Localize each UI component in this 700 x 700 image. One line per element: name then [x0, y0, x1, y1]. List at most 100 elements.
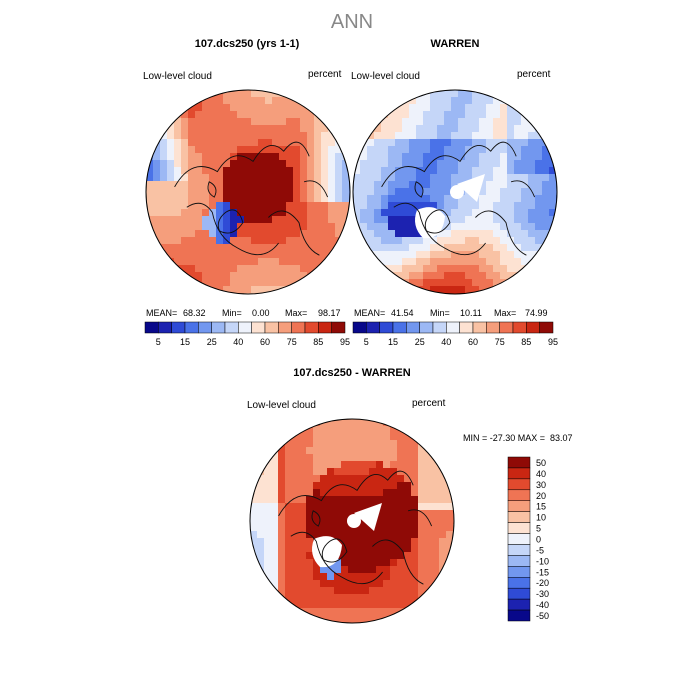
- map-cell: [334, 573, 342, 581]
- map-cell: [390, 538, 398, 546]
- map-cell: [369, 454, 377, 462]
- map-cell: [341, 566, 349, 574]
- map-cell: [293, 153, 301, 161]
- map-cell: [341, 580, 349, 588]
- map-cell: [439, 475, 447, 483]
- map-cell: [328, 216, 336, 224]
- map-cell: [299, 440, 307, 448]
- map-cell: [404, 482, 412, 490]
- map-cell: [402, 125, 410, 133]
- panel1-colorbar-swatch: [158, 321, 172, 334]
- map-cell: [397, 503, 405, 511]
- map-cell: [374, 223, 382, 231]
- map-cell: [418, 468, 426, 476]
- map-cell: [293, 118, 301, 126]
- map-cell: [369, 440, 377, 448]
- map-cell: [167, 181, 175, 189]
- map-cell: [264, 461, 272, 469]
- map-cell: [390, 433, 398, 441]
- map-cell: [321, 244, 329, 252]
- map-cell: [430, 125, 438, 133]
- map-cell: [383, 510, 391, 518]
- map-cell: [383, 440, 391, 448]
- panel2-colorbar-tick: 40: [441, 337, 451, 347]
- map-cell: [265, 251, 273, 259]
- map-cell: [341, 419, 349, 427]
- map-cell: [230, 293, 238, 294]
- map-cell: [272, 223, 280, 231]
- map-cell: [307, 104, 315, 112]
- map-cell: [437, 97, 445, 105]
- map-cell: [367, 251, 375, 259]
- map-cell: [209, 265, 217, 273]
- map-cell: [195, 97, 203, 105]
- map-cell: [479, 251, 487, 259]
- map-cell: [278, 468, 286, 476]
- map-cell: [223, 265, 231, 273]
- map-cell: [388, 223, 396, 231]
- map-cell: [286, 139, 294, 147]
- coastline: [393, 202, 486, 256]
- map-cell: [402, 251, 410, 259]
- map-cell: [409, 139, 417, 147]
- map-cell: [486, 111, 494, 119]
- map-cell: [542, 188, 550, 196]
- map-cell: [411, 601, 419, 609]
- map-cell: [381, 125, 389, 133]
- map-cell: [423, 272, 431, 280]
- map-cell: [264, 524, 272, 532]
- map-cell: [300, 174, 308, 182]
- map-cell: [521, 195, 529, 203]
- map-cell: [160, 160, 168, 168]
- map-cell: [493, 279, 501, 287]
- map-cell: [376, 524, 384, 532]
- map-cell: [493, 209, 501, 217]
- map-cell: [486, 132, 494, 140]
- map-cell: [209, 153, 217, 161]
- map-cell: [230, 104, 238, 112]
- map-cell: [300, 181, 308, 189]
- map-cell: [383, 433, 391, 441]
- map-cell: [314, 153, 322, 161]
- map-cell: [411, 496, 419, 504]
- map-cell: [272, 244, 280, 252]
- map-cell: [416, 244, 424, 252]
- map-cell: [423, 153, 431, 161]
- map-cell: [411, 482, 419, 490]
- map-cell: [181, 209, 189, 217]
- map-cell: [258, 209, 266, 217]
- map-cell: [507, 118, 515, 126]
- map-cell: [535, 160, 543, 168]
- panel3-colorbar-swatch: [507, 478, 531, 491]
- map-cell: [507, 237, 515, 245]
- map-cell: [292, 433, 300, 441]
- map-cell: [328, 223, 336, 231]
- map-cell: [335, 195, 343, 203]
- map-cell: [327, 594, 335, 602]
- map-cell: [355, 601, 363, 609]
- map-cell: [348, 489, 356, 497]
- map-cell: [374, 174, 382, 182]
- map-cell: [223, 209, 231, 217]
- map-cell: [549, 195, 557, 203]
- map-cell: [313, 517, 321, 525]
- map-cell: [360, 153, 368, 161]
- map-cell: [458, 125, 466, 133]
- map-cell: [376, 601, 384, 609]
- map-cell: [320, 475, 328, 483]
- map-cell: [272, 251, 280, 259]
- map-cell: [383, 552, 391, 560]
- map-cell: [264, 552, 272, 560]
- map-cell: [223, 97, 231, 105]
- map-cell: [327, 454, 335, 462]
- map-cell: [362, 482, 370, 490]
- map-cell: [174, 167, 182, 175]
- map-cell: [307, 160, 315, 168]
- map-cell: [328, 167, 336, 175]
- map-cell: [355, 608, 363, 616]
- map-cell: [279, 139, 287, 147]
- map-cell: [237, 139, 245, 147]
- map-cell: [437, 118, 445, 126]
- panel2-colorbar-tick: 75: [495, 337, 505, 347]
